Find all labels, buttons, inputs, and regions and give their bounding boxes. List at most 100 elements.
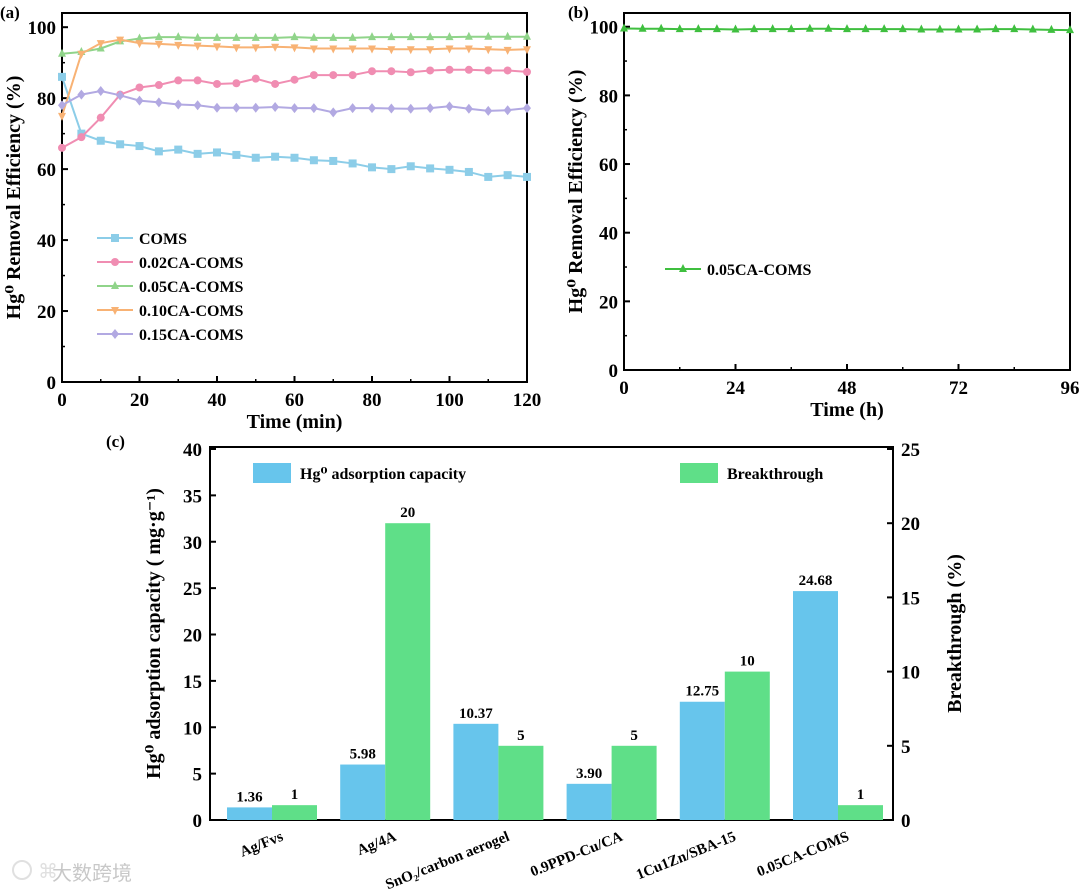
marker-triangle-up: [917, 24, 926, 33]
marker-triangle-up: [750, 24, 759, 33]
y2-tick-label: 5: [901, 737, 911, 758]
marker-diamond: [484, 105, 493, 116]
legend-label: 0.10CA-COMS: [139, 303, 244, 320]
marker-triangle-down: [116, 36, 125, 45]
marker-square: [406, 162, 415, 171]
marker-circle: [387, 67, 396, 76]
y-tick-label: 100: [590, 18, 619, 39]
marker-triangle-down: [523, 46, 531, 55]
bar-breakthrough: [724, 671, 770, 820]
marker-square: [58, 72, 66, 81]
y-tick-label: 40: [183, 440, 202, 461]
marker-square: [523, 172, 531, 181]
marker-diamond: [348, 103, 357, 114]
legend-label: 0.05CA-COMS: [139, 279, 244, 296]
marker-triangle-down: [406, 46, 415, 55]
y-tick-label: 10: [183, 718, 202, 739]
series-0.05CA-COMS: [58, 31, 531, 57]
marker-square: [309, 156, 318, 165]
legend-swatch: [253, 463, 291, 483]
x-tick-label: 20: [130, 390, 149, 411]
marker-circle: [523, 67, 531, 76]
x-tick-label: 96: [1061, 378, 1080, 399]
marker-triangle-up: [694, 24, 703, 33]
marker-triangle-up: [935, 24, 944, 33]
marker-circle: [503, 66, 512, 75]
marker-circle: [232, 79, 241, 88]
y-tick-label: 80: [37, 89, 56, 110]
marker-triangle-up: [503, 31, 512, 40]
marker-circle: [406, 68, 415, 77]
bar-breakthrough: [272, 805, 317, 820]
marker-square: [329, 156, 338, 165]
legend-label: Breakthrough: [727, 466, 823, 483]
marker-square: [368, 163, 376, 172]
plot-frame: [209, 446, 894, 821]
marker-triangle-up: [58, 48, 66, 57]
watermark-logo: ⌘: [12, 859, 58, 883]
marker-square: [445, 165, 454, 174]
marker-triangle-down: [251, 44, 260, 53]
marker-diamond: [309, 103, 318, 114]
marker-circle: [290, 75, 299, 84]
marker-triangle-down: [387, 46, 396, 55]
marker-circle: [213, 79, 221, 88]
marker-triangle-up: [348, 32, 357, 41]
marker-circle: [251, 74, 260, 83]
legend-label: 0.05CA-COMS: [707, 262, 812, 279]
marker-square: [232, 150, 241, 159]
series-COMS: [58, 72, 531, 181]
y-tick-label: 40: [37, 231, 56, 252]
marker-circle: [174, 76, 183, 85]
marker-circle: [309, 71, 318, 80]
x-tick-label: 48: [838, 378, 857, 399]
marker-triangle-down: [135, 40, 144, 49]
marker-triangle-up: [290, 32, 299, 41]
marker-triangle-up: [657, 23, 666, 32]
bar-capacity: [453, 723, 499, 820]
data-label-capacity: 24.68: [799, 573, 833, 589]
data-label-capacity: 3.90: [576, 766, 602, 782]
y-tick-label: 20: [37, 302, 56, 323]
y-axis-title: Hg⁰ Removal Efficiency (%): [565, 70, 587, 314]
y-tick-label: 60: [599, 155, 618, 176]
marker-triangle-up: [251, 32, 260, 41]
y-tick-label: 25: [183, 579, 202, 600]
y-tick-label: 80: [599, 86, 618, 107]
legend-swatch: [680, 463, 718, 483]
data-label-breakthrough: 5: [630, 728, 638, 744]
marker-triangle-up: [638, 23, 647, 32]
chart-b: 0 24 48 72 96 0 20 40 60 80 100 Time (h) Hg⁰ Removal…: [565, 12, 1080, 421]
marker-diamond: [77, 89, 86, 100]
marker-triangle-up: [973, 24, 982, 33]
y-tick-label: 20: [599, 292, 618, 313]
marker-square: [193, 149, 202, 158]
legend-label: Hg⁰ adsorption capacity: [300, 466, 466, 483]
marker-triangle-down: [426, 46, 435, 55]
marker-circle: [445, 65, 454, 74]
series-line: [61, 76, 528, 178]
marker-triangle-down: [58, 112, 66, 121]
plot-frame: [623, 12, 1071, 371]
watermark-text: 大数跨境: [52, 861, 132, 885]
x-axis-title: Time (min): [247, 411, 343, 433]
marker-triangle-down: [213, 43, 221, 52]
marker-diamond: [406, 103, 415, 114]
marker-triangle-down: [445, 45, 454, 54]
y2-axis-title: Breakthrough (%): [944, 554, 966, 713]
y-axis-title: Hg⁰ Removal Efficiency (%): [3, 76, 25, 320]
bar-breakthrough: [611, 745, 657, 820]
marker-triangle-up: [805, 23, 814, 32]
marker-triangle-up: [880, 24, 889, 33]
marker-diamond: [116, 90, 125, 101]
marker-diamond: [271, 102, 280, 113]
y-tick-label: 35: [183, 486, 202, 507]
marker-triangle-up: [1028, 24, 1037, 33]
x-tick-label: 60: [285, 390, 304, 411]
marker-triangle-up: [768, 24, 777, 33]
marker-circle: [135, 83, 144, 92]
legend-label: 0.15CA-COMS: [139, 327, 244, 344]
marker-square: [464, 167, 473, 176]
